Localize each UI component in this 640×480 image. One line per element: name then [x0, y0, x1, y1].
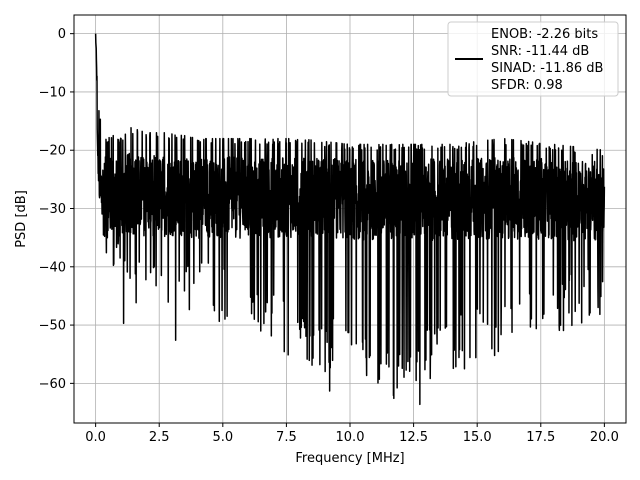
x-tick-label: 7.5 [276, 430, 297, 445]
y-tick-label: −50 [39, 319, 66, 334]
x-axis-label: Frequency [MHz] [295, 451, 404, 466]
y-tick-label: −40 [39, 260, 66, 275]
legend-line-snr: SNR: -11.44 dB [491, 44, 589, 59]
y-axis-label: PSD [dB] [14, 190, 29, 248]
x-axis-ticks: 0.0 2.5 5.0 7.5 10.0 12.5 15.0 17.5 20.0 [85, 423, 619, 445]
x-tick-label: 15.0 [463, 430, 492, 445]
x-tick-label: 0.0 [85, 430, 106, 445]
y-tick-label: −60 [39, 377, 66, 392]
x-tick-label: 17.5 [526, 430, 555, 445]
y-tick-label: −20 [39, 144, 66, 159]
y-tick-label: 0 [58, 27, 66, 42]
x-tick-label: 2.5 [149, 430, 170, 445]
legend: ENOB: -2.26 bits SNR: -11.44 dB SINAD: -… [447, 21, 619, 97]
x-tick-label: 20.0 [590, 430, 619, 445]
plot-area [94, 33, 606, 406]
x-tick-label: 12.5 [399, 430, 428, 445]
legend-line-sfdr: SFDR: 0.98 [491, 78, 563, 93]
x-tick-label: 10.0 [336, 430, 365, 445]
legend-line-sinad: SINAD: -11.86 dB [491, 61, 603, 76]
x-tick-label: 5.0 [212, 430, 233, 445]
psd-series-line [94, 33, 606, 406]
y-tick-label: −10 [39, 85, 66, 100]
legend-box [447, 21, 619, 97]
legend-line-enob: ENOB: -2.26 bits [491, 27, 598, 42]
y-tick-label: −30 [39, 202, 66, 217]
y-axis-ticks: 0 −10 −20 −30 −40 −50 −60 [39, 27, 74, 392]
